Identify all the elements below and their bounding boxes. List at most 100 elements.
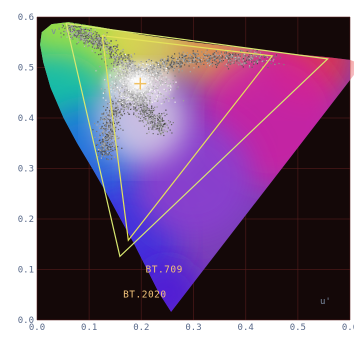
scatter-point — [215, 55, 217, 57]
scatter-point — [115, 109, 117, 112]
scatter-point — [80, 35, 82, 37]
scatter-point — [163, 134, 165, 137]
scatter-point — [260, 58, 262, 60]
scatter-point — [248, 65, 251, 67]
scatter-point — [246, 58, 248, 60]
x-tick-label: 0.0 — [29, 323, 45, 333]
y-tick-label: 0.4 — [18, 114, 34, 124]
scatter-point — [103, 151, 105, 153]
scatter-point — [207, 60, 209, 62]
scatter-point — [104, 148, 106, 150]
scatter-point — [153, 124, 155, 126]
scatter-point — [205, 58, 207, 60]
scatter-point — [146, 107, 148, 109]
scatter-point — [216, 64, 218, 66]
scatter-point — [109, 126, 111, 128]
scatter-point — [214, 57, 216, 59]
scatter-point — [100, 48, 102, 50]
scatter-point — [109, 140, 112, 142]
scatter-point — [109, 116, 112, 119]
scatter-point — [149, 110, 151, 112]
scatter-point — [111, 103, 114, 105]
scatter-point — [108, 110, 111, 112]
scatter-point — [157, 100, 159, 102]
scatter-point — [116, 112, 118, 115]
scatter-point — [170, 65, 172, 67]
scatter-point — [135, 110, 137, 112]
scatter-point — [64, 27, 66, 30]
scatter-point — [120, 59, 122, 61]
scatter-point — [148, 109, 150, 111]
scatter-core — [122, 68, 155, 97]
scatter-point — [103, 37, 105, 39]
scatter-point — [105, 128, 107, 130]
scatter-point — [154, 126, 156, 128]
scatter-cloud — [60, 22, 285, 161]
scatter-point — [206, 54, 208, 57]
scatter-point — [106, 51, 108, 53]
scatter-point — [149, 121, 151, 123]
scatter-point — [152, 133, 154, 135]
scatter-point — [90, 42, 93, 44]
scatter-point — [152, 126, 154, 128]
scatter-point — [164, 126, 166, 128]
scatter-point — [148, 118, 150, 120]
scatter-point — [179, 57, 181, 59]
scatter-point — [167, 127, 169, 129]
scatter-point — [115, 125, 117, 127]
scatter-point — [159, 130, 161, 132]
scatter-point — [99, 65, 101, 68]
scatter-point — [219, 61, 221, 63]
scatter-point — [112, 103, 114, 105]
scatter-point — [162, 124, 164, 126]
scatter-point — [84, 28, 86, 30]
scatter-point — [243, 61, 245, 63]
scatter-point — [102, 116, 104, 118]
scatter-point — [146, 132, 148, 135]
scatter-point — [93, 39, 95, 41]
scatter-point — [90, 34, 93, 36]
scatter-point — [106, 122, 108, 124]
scatter-point — [208, 53, 210, 55]
scatter-point — [167, 58, 169, 61]
scatter-point — [283, 64, 285, 66]
scatter-point — [207, 55, 209, 58]
scatter-point — [152, 61, 154, 63]
scatter-point — [78, 32, 81, 34]
scatter-point — [159, 115, 161, 117]
scatter-point — [114, 45, 116, 47]
scatter-point — [99, 38, 101, 40]
scatter-point — [188, 60, 190, 62]
scatter-point — [92, 129, 94, 131]
scatter-point — [163, 129, 165, 131]
scatter-point — [138, 108, 140, 110]
scatter-point — [108, 139, 110, 141]
scatter-point — [232, 51, 235, 53]
scatter-point — [239, 62, 242, 64]
scatter-point — [64, 31, 66, 33]
scatter-point — [102, 139, 104, 141]
scatter-point — [101, 43, 103, 45]
scatter-point — [84, 43, 86, 45]
scatter-point — [98, 34, 100, 36]
scatter-point — [127, 54, 129, 56]
scatter-point — [177, 59, 180, 61]
scatter-point — [279, 57, 281, 59]
scatter-point — [109, 108, 111, 110]
scatter-point — [168, 59, 170, 61]
scatter-point — [214, 53, 216, 55]
scatter-point — [146, 107, 148, 109]
scatter-point — [242, 54, 244, 57]
scatter-point — [170, 57, 172, 59]
scatter-point — [84, 38, 86, 40]
scatter-point — [158, 125, 160, 127]
scatter-point — [161, 102, 163, 105]
scatter-point — [103, 115, 106, 117]
scatter-point — [111, 133, 113, 135]
scatter-point — [113, 55, 115, 57]
scatter-point — [255, 55, 257, 58]
scatter-point — [84, 33, 87, 35]
scatter-point — [120, 55, 122, 57]
scatter-point — [200, 59, 203, 61]
scatter-point — [213, 58, 215, 60]
